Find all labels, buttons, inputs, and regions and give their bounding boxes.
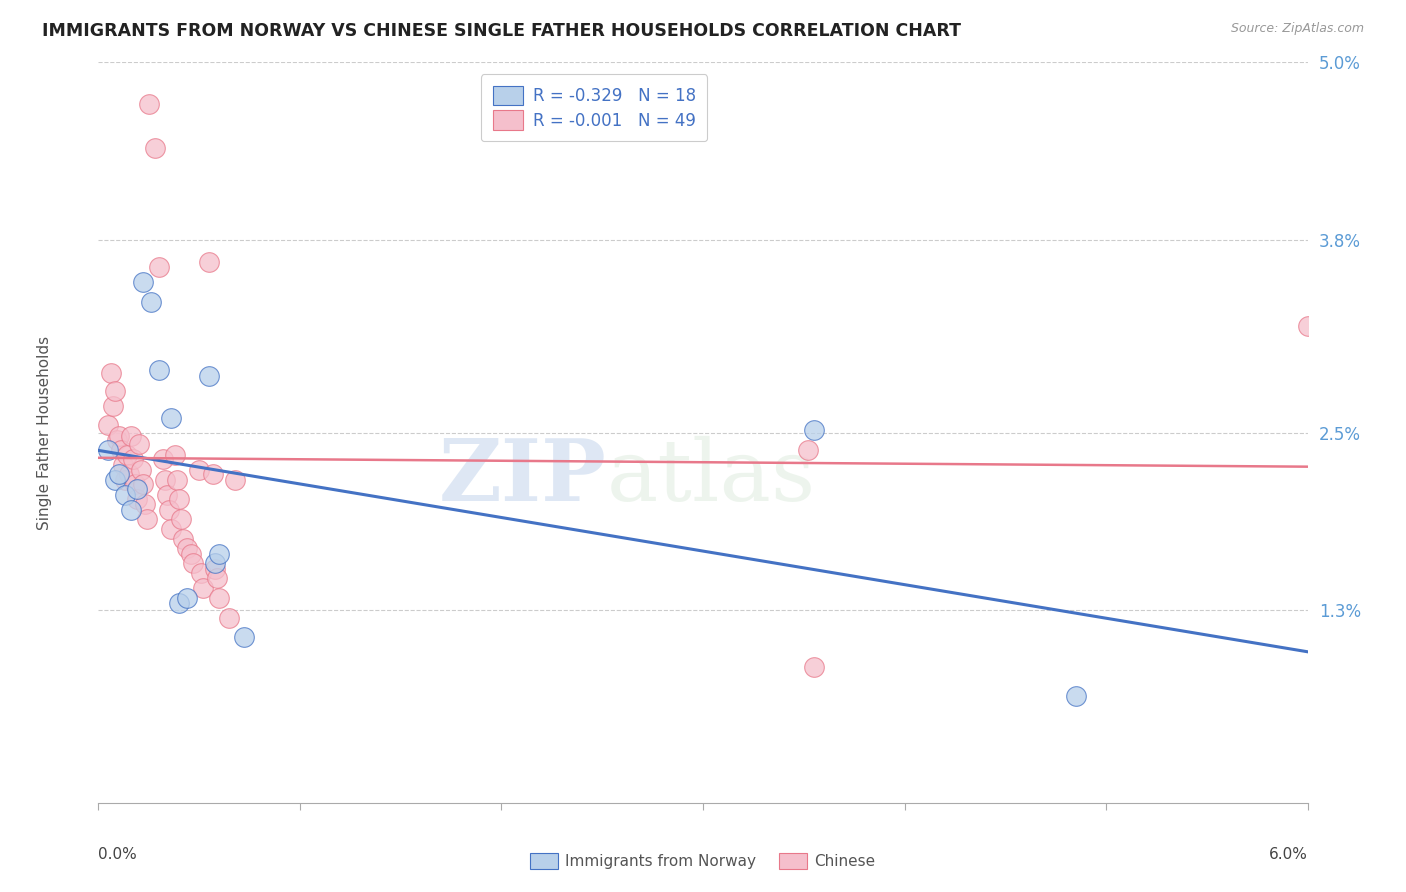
Point bbox=[148, 363, 170, 377]
Point bbox=[208, 591, 231, 606]
Point bbox=[166, 473, 188, 487]
Point bbox=[198, 369, 221, 384]
Point bbox=[107, 467, 129, 481]
Point bbox=[105, 433, 128, 447]
Point bbox=[153, 473, 176, 487]
Text: Single Father Households: Single Father Households bbox=[37, 335, 52, 530]
Point bbox=[190, 566, 212, 581]
Point bbox=[128, 437, 150, 451]
Point bbox=[120, 428, 142, 442]
Point bbox=[132, 275, 155, 289]
Legend: R = -0.329   N = 18, R = -0.001   N = 49: R = -0.329 N = 18, R = -0.001 N = 49 bbox=[481, 74, 707, 141]
Point bbox=[198, 255, 221, 269]
Point bbox=[101, 399, 124, 413]
Point bbox=[124, 477, 146, 491]
Point bbox=[180, 547, 202, 561]
Point bbox=[218, 610, 240, 624]
Point bbox=[97, 418, 120, 433]
Point bbox=[1064, 689, 1087, 703]
Point bbox=[193, 581, 215, 595]
Point bbox=[100, 367, 122, 381]
Point bbox=[208, 547, 231, 561]
Point bbox=[176, 541, 198, 555]
Point bbox=[118, 467, 141, 481]
Point bbox=[115, 448, 138, 462]
Point bbox=[97, 443, 120, 458]
Point bbox=[202, 467, 225, 481]
Point bbox=[138, 96, 160, 111]
Point bbox=[163, 448, 186, 462]
Point bbox=[132, 477, 155, 491]
Point bbox=[157, 502, 180, 516]
Point bbox=[134, 497, 156, 511]
Point bbox=[139, 295, 162, 310]
Point bbox=[797, 443, 820, 458]
Point bbox=[188, 462, 211, 476]
Point bbox=[156, 488, 179, 502]
Point bbox=[160, 522, 183, 536]
Point bbox=[135, 511, 157, 525]
Point bbox=[107, 428, 129, 442]
Point bbox=[172, 533, 194, 547]
Point bbox=[125, 492, 148, 507]
Point bbox=[152, 452, 174, 467]
Text: 6.0%: 6.0% bbox=[1268, 847, 1308, 863]
Point bbox=[181, 556, 204, 570]
Point bbox=[232, 630, 254, 644]
Legend: Immigrants from Norway, Chinese: Immigrants from Norway, Chinese bbox=[524, 847, 882, 875]
Point bbox=[143, 141, 166, 155]
Point bbox=[803, 659, 825, 673]
Point bbox=[125, 482, 148, 496]
Point bbox=[120, 502, 142, 516]
Text: atlas: atlas bbox=[606, 435, 815, 518]
Point bbox=[176, 591, 198, 606]
Point bbox=[110, 443, 132, 458]
Point bbox=[114, 488, 136, 502]
Text: IMMIGRANTS FROM NORWAY VS CHINESE SINGLE FATHER HOUSEHOLDS CORRELATION CHART: IMMIGRANTS FROM NORWAY VS CHINESE SINGLE… bbox=[42, 22, 962, 40]
Point bbox=[129, 462, 152, 476]
Point bbox=[207, 571, 229, 585]
Point bbox=[204, 556, 226, 570]
Point bbox=[160, 410, 183, 425]
Point bbox=[111, 458, 134, 473]
Text: ZIP: ZIP bbox=[439, 435, 606, 519]
Point bbox=[114, 473, 136, 487]
Point bbox=[148, 260, 170, 274]
Point bbox=[803, 423, 825, 437]
Point bbox=[121, 452, 143, 467]
Point bbox=[1296, 318, 1319, 333]
Point bbox=[170, 511, 193, 525]
Text: 0.0%: 0.0% bbox=[98, 847, 138, 863]
Point bbox=[103, 473, 125, 487]
Point bbox=[103, 384, 125, 399]
Text: Source: ZipAtlas.com: Source: ZipAtlas.com bbox=[1230, 22, 1364, 36]
Point bbox=[167, 492, 190, 507]
Point bbox=[224, 473, 246, 487]
Point bbox=[204, 562, 226, 576]
Point bbox=[167, 596, 190, 610]
